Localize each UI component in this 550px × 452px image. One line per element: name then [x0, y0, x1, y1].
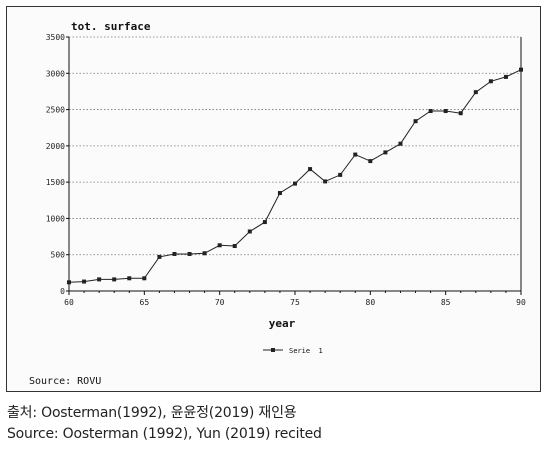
data-point-60: [67, 280, 71, 285]
data-point-73: [262, 220, 267, 225]
data-point-70: [217, 243, 222, 248]
data-point-67: [172, 251, 177, 256]
data-point-69: [202, 251, 207, 256]
data-point-76: [308, 167, 313, 172]
data-point-75: [293, 181, 297, 186]
data-point-84: [428, 109, 433, 114]
data-point-63: [112, 277, 117, 282]
x-tick-label-80: 80: [366, 298, 376, 307]
y-tick-label-2500: 2500: [46, 106, 65, 115]
data-point-71: [232, 244, 237, 249]
legend: Serie 1: [263, 347, 323, 355]
figure-frame: 0 500 1000 1500 2000 2500 3000 3500 60 65 70 75 80 85…: [6, 6, 541, 392]
x-tick-label-75: 75: [290, 298, 300, 307]
data-point-83: [413, 119, 418, 124]
x-tick-label-70: 70: [215, 298, 225, 307]
caption-korean: 출처: Oosterman(1992), 윤윤정(2019) 재인용: [7, 405, 297, 421]
tick-labels: 0 500 1000 1500 2000 2500 3000 3500 60 65 70 75 80 85…: [46, 33, 526, 307]
data-point-77: [323, 179, 328, 184]
data-point-61: [82, 279, 87, 284]
data-point-82: [398, 141, 403, 146]
data-point-86: [458, 111, 463, 116]
y-tick-label-2000: 2000: [46, 142, 65, 151]
data-point-72: [247, 229, 252, 234]
y-tick-label-1000: 1000: [46, 214, 65, 223]
caption-english: Source: Oosterman (1992), Yun (2019) rec…: [7, 426, 322, 442]
gridlines: [69, 36, 521, 256]
data-point-65: [142, 276, 147, 281]
y-tick-label-0: 0: [60, 287, 65, 296]
data-point-62: [97, 277, 102, 282]
data-point-74: [277, 191, 282, 196]
data-point-80: [368, 159, 373, 164]
y-tick-label-1500: 1500: [46, 178, 65, 187]
x-tick-label-85: 85: [441, 298, 451, 307]
data-point-68: [187, 251, 192, 256]
data-point-88: [488, 79, 493, 84]
legend-marker-swatch: [271, 348, 275, 352]
figure-source-note: Source: ROVU: [29, 376, 102, 387]
data-point-78: [338, 172, 343, 177]
x-tick-label-90: 90: [516, 298, 526, 307]
x-tick-label-65: 65: [140, 298, 150, 307]
y-tick-label-3500: 3500: [46, 33, 65, 42]
series-line-1: [68, 69, 522, 283]
data-point-64: [127, 276, 132, 281]
x-axis-title: year: [269, 317, 296, 330]
series-layer: [67, 67, 523, 285]
line-chart: 0 500 1000 1500 2000 2500 3000 3500 60 65 70 75 80 85…: [46, 20, 526, 355]
data-point-79: [353, 152, 358, 157]
data-point-66: [157, 254, 162, 259]
data-point-87: [473, 90, 478, 95]
data-point-90: [519, 67, 523, 72]
data-point-81: [383, 150, 388, 155]
legend-label: Serie 1: [289, 347, 323, 355]
y-tick-label-3000: 3000: [46, 69, 65, 78]
y-tick-label-500: 500: [51, 251, 66, 260]
y-axis-title: tot. surface: [71, 20, 151, 33]
axes: [66, 36, 522, 295]
data-point-89: [503, 74, 508, 79]
data-point-85: [443, 109, 448, 114]
x-tick-label-60: 60: [64, 298, 74, 307]
